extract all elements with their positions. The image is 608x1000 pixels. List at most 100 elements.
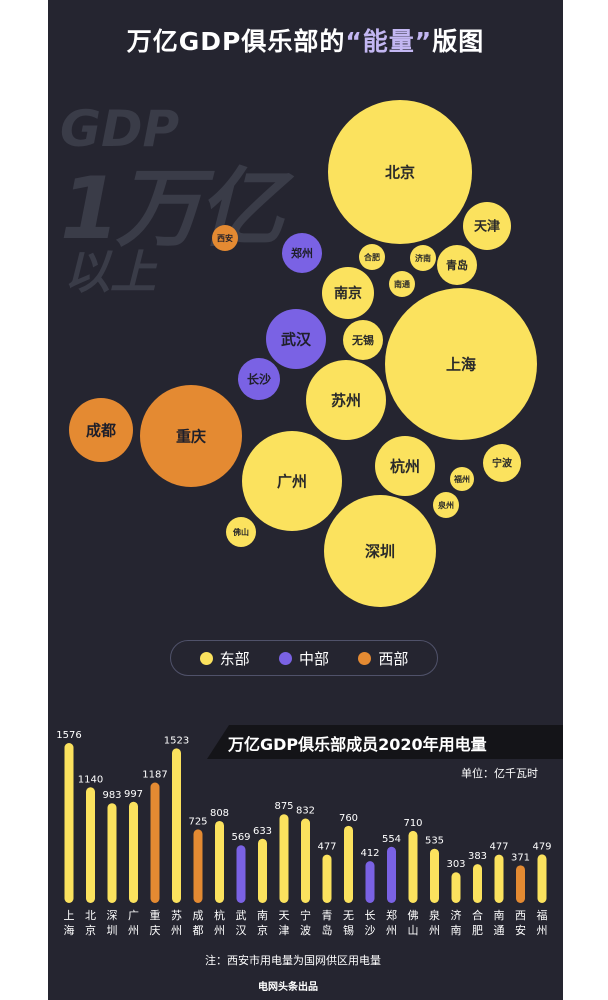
bubble-label-重庆: 重庆 [176,427,206,445]
bar-value-青岛: 477 [317,842,336,853]
bar-value-福州: 479 [532,841,551,852]
watermark-above: 以上 [64,245,156,299]
bar-value-南京: 633 [253,826,272,837]
bar-value-苏州: 1523 [164,735,189,746]
bubble-青岛 [437,245,477,285]
bar-北京 [86,787,95,903]
bar-重庆 [150,782,160,903]
legend-dot-west [358,651,372,665]
bar-value-佛山: 710 [403,818,422,829]
bubble-杭州 [375,436,435,496]
bar-label-合肥-0: 合 [472,908,483,922]
bar-value-泉州: 535 [425,836,444,847]
bubble-成都 [69,398,133,462]
bar-杭州 [215,820,224,903]
bar-value-广州: 997 [124,789,143,800]
bubble-长沙 [238,358,280,400]
title-highlight: “能量” [345,27,433,56]
bar-label-天津-1: 津 [279,924,290,937]
bubble-label-广州: 广州 [277,472,307,490]
bar-label-南通-1: 通 [494,924,505,937]
bar-宁波 [301,818,310,903]
legend-label-central: 中部 [298,649,329,668]
bubble-深圳 [324,495,436,607]
bar-value-长沙: 412 [360,848,379,859]
bar-label-福州-1: 州 [537,924,548,937]
bar-value-杭州: 808 [210,808,229,819]
bar-label-佛山-0: 佛 [408,909,419,922]
bar-label-宁波-1: 波 [300,924,311,937]
bubble-宁波 [483,444,521,482]
bar-label-无锡-1: 锡 [343,923,354,937]
bubble-label-武汉: 武汉 [281,330,312,348]
bubble-label-长沙: 长沙 [247,371,271,386]
bar-label-杭州-1: 州 [214,924,225,937]
bar-label-上海-1: 海 [64,923,75,937]
bubble-西安 [212,225,238,251]
bubble-佛山 [226,517,256,547]
bar-西安 [516,865,525,903]
bubble-福州 [450,467,474,491]
bar-label-济南-0: 济 [451,908,462,922]
bar-value-深圳: 983 [102,790,121,801]
bar-福州 [537,854,547,903]
legend-item-central: 中部 [278,648,329,669]
legend-dot-central [278,651,292,665]
bar-label-杭州-0: 杭 [214,908,225,922]
bar-佛山 [408,830,418,903]
bar-label-北京-0: 北 [85,909,96,922]
bar-chart-title-box [207,725,563,759]
bar-label-深圳-0: 深 [107,909,118,922]
bar-label-泉州-0: 泉 [429,908,440,922]
bar-label-武汉-0: 武 [236,909,247,922]
bar-label-苏州-1: 州 [171,924,182,937]
bubble-label-南京: 南京 [334,285,362,302]
bubble-合肥 [359,244,385,270]
bubble-label-青岛: 青岛 [446,258,468,272]
bubble-label-杭州: 杭州 [390,457,420,475]
bubble-label-合肥: 合肥 [363,252,380,262]
bar-成都 [193,829,203,903]
bar-label-广州-1: 州 [128,924,139,937]
bubble-label-北京: 北京 [385,163,415,181]
bar-label-天津-0: 天 [279,909,290,922]
bubble-label-西安: 西安 [217,233,233,243]
bar-label-南京-1: 京 [257,923,268,937]
bar-label-上海-0: 上 [64,909,75,922]
bubble-label-济南: 济南 [415,253,431,263]
bar-value-无锡: 760 [339,813,358,824]
bar-郑州 [387,846,396,903]
legend-label-east: 东部 [219,649,250,668]
bar-label-佛山-1: 山 [408,924,419,937]
bar-value-重庆: 1187 [142,770,167,781]
bubble-label-宁波: 宁波 [492,457,513,470]
bar-label-郑州-1: 州 [386,924,397,937]
bubble-label-天津: 天津 [474,219,500,235]
bar-长沙 [365,861,375,903]
legend-item-west: 西部 [358,648,408,669]
bar-泉州 [430,848,439,903]
bar-label-重庆-0: 重 [150,908,161,922]
bar-chart-title: 万亿GDP俱乐部成员2020年用电量 [228,735,487,754]
bar-label-青岛-0: 青 [322,909,333,922]
bubble-label-泉州: 泉州 [437,500,454,510]
bar-青岛 [322,854,332,903]
bubble-苏州 [306,360,386,440]
bubble-泉州 [433,492,459,518]
bar-南通 [494,854,504,903]
bubble-广州 [242,431,342,531]
bar-label-济南-1: 南 [451,924,462,937]
bubble-label-佛山: 佛山 [232,527,249,537]
bubble-label-成都: 成都 [86,421,116,439]
bar-label-青岛-1: 岛 [322,923,333,937]
bar-label-成都-1: 都 [193,924,204,937]
bar-上海 [64,743,74,903]
bubble-label-郑州: 郑州 [291,246,313,260]
footnote: 注：西安市用电量为国网供区用电量 [205,954,381,967]
bar-value-西安: 371 [511,852,530,863]
bar-南京 [258,838,267,903]
bar-广州 [129,801,138,903]
watermark-amount: 1万亿 [60,159,284,259]
bar-value-郑州: 554 [382,834,401,845]
